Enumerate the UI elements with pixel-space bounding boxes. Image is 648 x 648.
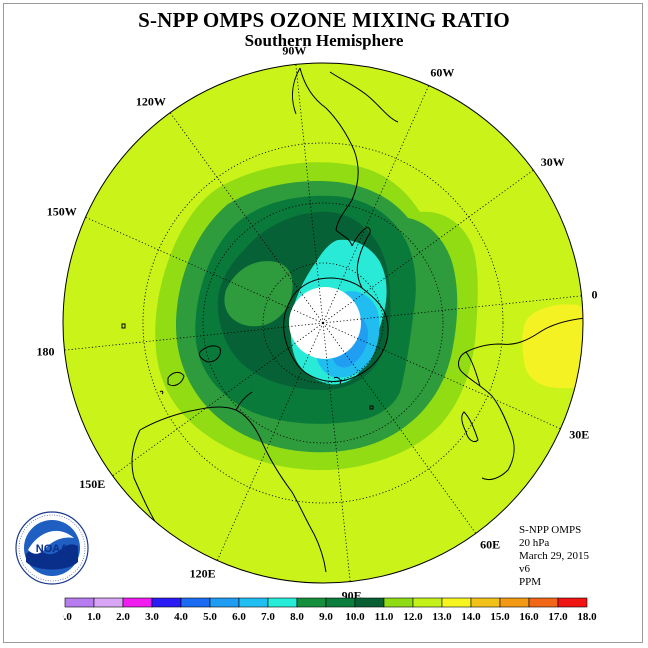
info-version: v6 — [519, 563, 530, 575]
meridian-line — [322, 295, 582, 324]
contour-13ppm — [522, 304, 583, 388]
legend-swatch — [412, 597, 443, 608]
legend-tick-label: 18.0 — [577, 611, 597, 623]
product-info: S-NPP OMPS 20 hPa March 29, 2015 v6 PPM — [519, 524, 589, 589]
legend-swatch — [528, 597, 559, 608]
legend-swatch — [151, 597, 182, 608]
latitude-circle — [142, 142, 504, 504]
meridian-line — [216, 322, 324, 561]
legend-swatch — [325, 597, 356, 608]
longitude-label: 90W — [282, 44, 306, 58]
longitude-label: 120E — [190, 566, 216, 580]
legend-tick-label: 9.0 — [319, 611, 333, 623]
latitude-circle — [262, 262, 384, 384]
legend-tick-label: 12.0 — [403, 611, 423, 623]
meridian-line — [85, 216, 324, 324]
longitude-label: 0 — [592, 287, 598, 301]
meridian-line — [322, 322, 477, 534]
legend-tick-label: 11.0 — [375, 611, 394, 623]
legend-tick-label: 2.0 — [116, 611, 130, 623]
info-product: S-NPP OMPS — [519, 524, 582, 536]
legend-swatch — [354, 597, 385, 608]
meridian-line — [64, 322, 324, 351]
legend-swatch — [383, 597, 414, 608]
meridian-line — [112, 322, 324, 477]
info-date: March 29, 2015 — [519, 550, 589, 562]
legend-tick-label: 5.0 — [203, 611, 217, 623]
meridian-line — [322, 85, 430, 324]
legend-swatch — [64, 597, 95, 608]
legend-tick-label: 15.0 — [490, 611, 510, 623]
legend-tick-label: 4.0 — [174, 611, 188, 623]
meridian-line — [295, 64, 324, 324]
legend-swatch — [470, 597, 501, 608]
legend-swatch — [557, 597, 588, 608]
info-units: PPM — [519, 576, 542, 588]
legend-tick-label: 13.0 — [432, 611, 452, 623]
legend-tick-label: 16.0 — [519, 611, 539, 623]
legend-tick-label: 10.0 — [345, 611, 365, 623]
legend-tick-label: 17.0 — [548, 611, 568, 623]
graticule — [64, 64, 582, 582]
longitude-label: 30W — [541, 155, 565, 169]
longitude-label: 60W — [430, 66, 454, 80]
legend-tick-label: 0.0 — [63, 611, 72, 623]
map-title: S-NPP OMPS OZONE MIXING RATIO — [138, 8, 510, 32]
map-subtitle: Southern Hemisphere — [244, 31, 404, 50]
legend-swatch — [499, 597, 530, 608]
legend-tick-label: 6.0 — [232, 611, 246, 623]
meridian-line — [169, 112, 324, 324]
longitude-label: 150W — [47, 205, 77, 219]
legend-swatch — [441, 597, 472, 608]
legend-swatch — [122, 597, 153, 608]
latitude-circle — [202, 202, 444, 444]
legend-swatch — [267, 597, 298, 608]
color-legend: 0.0 1.0 2.0 3.0 4.0 5.0 6.0 7.0 8.0 9.0 10.0 11.0 12… — [63, 597, 597, 623]
legend-swatch — [209, 597, 240, 608]
logo-text: NOAA — [36, 543, 68, 555]
legend-swatch — [180, 597, 211, 608]
meridian-line — [322, 322, 351, 582]
legend-tick-label: 3.0 — [145, 611, 159, 623]
contour-8ppm-west — [224, 261, 293, 327]
longitude-label: 180 — [37, 345, 55, 359]
meridian-line — [322, 322, 561, 430]
legend-swatch — [93, 597, 124, 608]
noaa-logo: NOAA — [15, 511, 89, 585]
longitude-label: 60E — [480, 538, 500, 552]
missing-data-polar-night — [289, 287, 361, 359]
legend-swatch — [296, 597, 327, 608]
coastlines — [121, 67, 583, 573]
longitude-label: 30E — [569, 427, 589, 441]
longitude-label: 150E — [79, 477, 105, 491]
longitude-label: 120W — [136, 94, 166, 108]
figure-frame — [3, 3, 643, 643]
legend-tick-label: 7.0 — [261, 611, 275, 623]
legend-tick-label: 14.0 — [461, 611, 481, 623]
map-border — [62, 62, 584, 584]
legend-tick-label: 8.0 — [290, 611, 304, 623]
legend-tick-label: 1.0 — [87, 611, 101, 623]
legend-swatch — [238, 597, 269, 608]
info-level: 20 hPa — [519, 537, 550, 549]
meridian-line — [322, 169, 534, 324]
